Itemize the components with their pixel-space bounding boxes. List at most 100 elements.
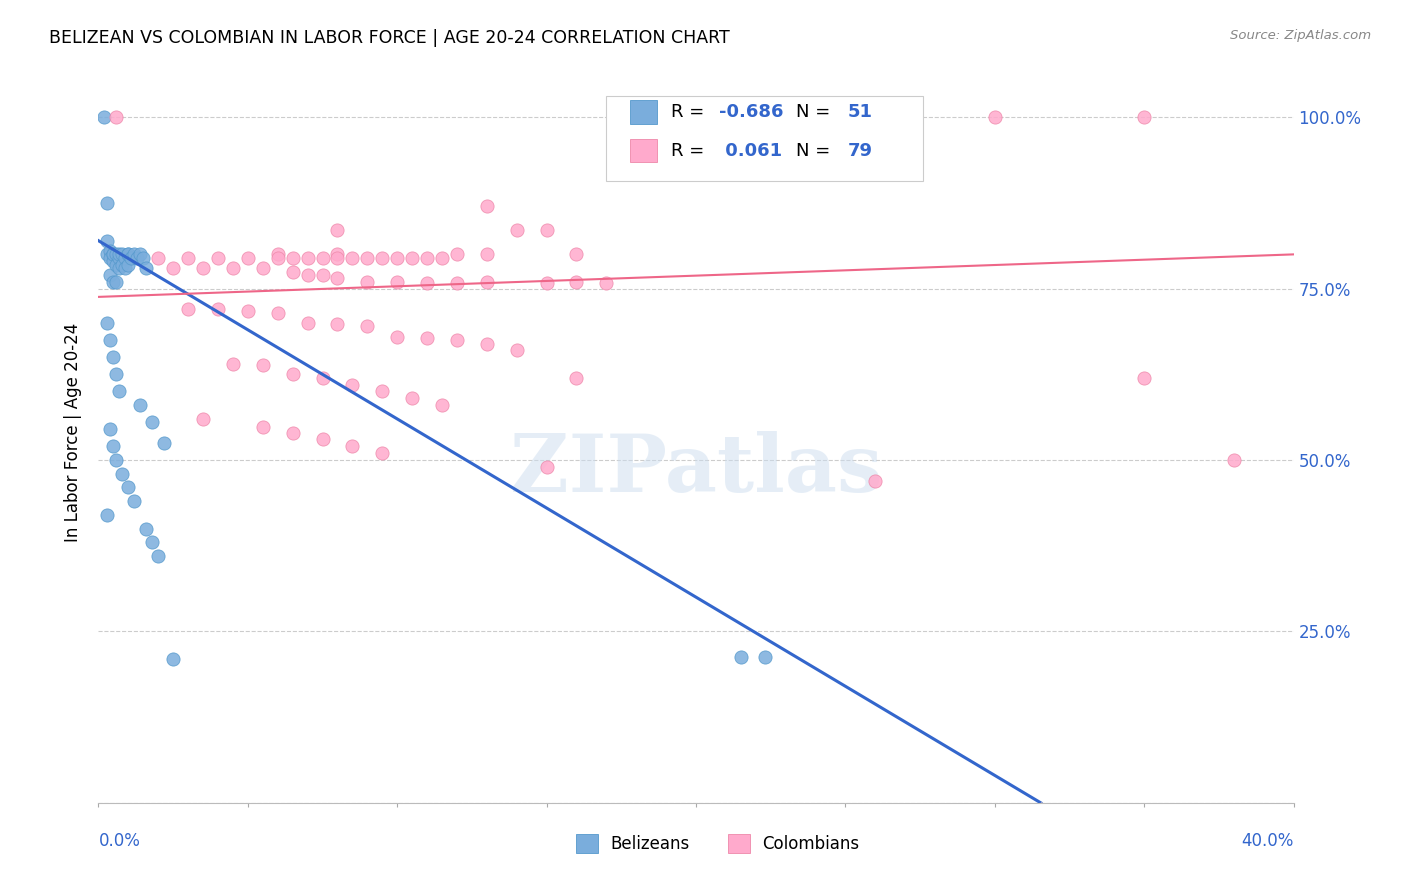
Point xyxy=(281,264,304,278)
Point xyxy=(105,453,128,467)
Point xyxy=(114,251,136,265)
Text: R =: R = xyxy=(671,103,710,121)
Point xyxy=(129,398,152,412)
Point xyxy=(105,275,128,289)
Point xyxy=(207,251,229,265)
Point xyxy=(236,303,259,318)
Point xyxy=(430,251,453,265)
Point xyxy=(416,276,439,290)
Point xyxy=(124,247,146,261)
Text: Colombians: Colombians xyxy=(762,835,859,853)
Text: R =: R = xyxy=(671,142,710,160)
Point xyxy=(117,247,139,261)
Point xyxy=(475,336,498,351)
Point xyxy=(326,251,349,265)
Bar xyxy=(728,834,749,853)
Point xyxy=(267,306,290,320)
Point xyxy=(536,223,558,237)
Point xyxy=(356,319,378,334)
Point xyxy=(191,412,214,426)
Point xyxy=(385,329,409,343)
Point xyxy=(865,474,887,488)
Point xyxy=(108,247,131,261)
Point xyxy=(135,261,157,276)
Point xyxy=(475,199,498,213)
Point xyxy=(297,316,319,330)
Point xyxy=(430,398,453,412)
Point xyxy=(132,251,155,265)
Point xyxy=(252,420,274,434)
Point xyxy=(401,251,423,265)
Point xyxy=(416,251,439,265)
Point xyxy=(153,436,176,450)
Point xyxy=(177,251,200,265)
Text: Source: ZipAtlas.com: Source: ZipAtlas.com xyxy=(1230,29,1371,42)
Point xyxy=(506,343,529,358)
Point xyxy=(117,247,139,261)
Point xyxy=(252,261,274,276)
Point xyxy=(105,247,128,261)
Point xyxy=(371,384,394,399)
Point xyxy=(98,268,122,282)
Point xyxy=(326,318,349,332)
Point xyxy=(96,234,118,248)
Y-axis label: In Labor Force | Age 20-24: In Labor Force | Age 20-24 xyxy=(63,323,82,542)
Point xyxy=(371,446,394,460)
Point xyxy=(103,254,125,268)
Point xyxy=(1343,199,1365,213)
Point xyxy=(162,261,184,276)
Text: 51: 51 xyxy=(848,103,873,121)
Point xyxy=(103,247,125,261)
Point xyxy=(177,302,200,317)
Point xyxy=(342,251,364,265)
Point xyxy=(754,649,776,664)
Point xyxy=(96,196,118,211)
Point xyxy=(475,275,498,289)
Point xyxy=(565,275,588,289)
Point xyxy=(1133,110,1156,124)
Point xyxy=(326,247,349,261)
Point xyxy=(108,384,131,399)
Point xyxy=(141,415,163,429)
Point xyxy=(984,110,1007,124)
Point xyxy=(356,251,378,265)
Bar xyxy=(630,138,657,162)
Point xyxy=(120,251,142,265)
Point xyxy=(103,439,125,453)
Text: 79: 79 xyxy=(848,142,873,160)
Point xyxy=(103,247,125,261)
Point xyxy=(536,276,558,290)
Point xyxy=(111,247,134,261)
Point xyxy=(565,247,588,261)
Point xyxy=(281,425,304,440)
Point xyxy=(401,392,423,406)
Point xyxy=(108,261,131,276)
Text: N =: N = xyxy=(796,142,837,160)
Point xyxy=(297,251,319,265)
Text: -0.686: -0.686 xyxy=(718,103,783,121)
Point xyxy=(111,467,134,481)
Point xyxy=(475,247,498,261)
Point xyxy=(135,522,157,536)
Point xyxy=(252,359,274,373)
FancyBboxPatch shape xyxy=(606,95,922,181)
Point xyxy=(127,251,149,265)
Point xyxy=(281,368,304,382)
Text: Belizeans: Belizeans xyxy=(610,835,689,853)
Point xyxy=(267,247,290,261)
Point xyxy=(141,535,163,549)
Point xyxy=(105,258,128,272)
Point xyxy=(311,251,333,265)
Point xyxy=(108,251,131,265)
Point xyxy=(311,268,333,282)
Point xyxy=(326,271,349,285)
Bar xyxy=(630,100,657,124)
Point xyxy=(162,652,184,666)
Point xyxy=(98,251,122,265)
Point xyxy=(129,247,152,261)
Point xyxy=(446,247,468,261)
Point xyxy=(98,333,122,347)
Text: 0.0%: 0.0% xyxy=(98,832,141,850)
Point xyxy=(1223,453,1246,467)
Point xyxy=(191,261,214,276)
